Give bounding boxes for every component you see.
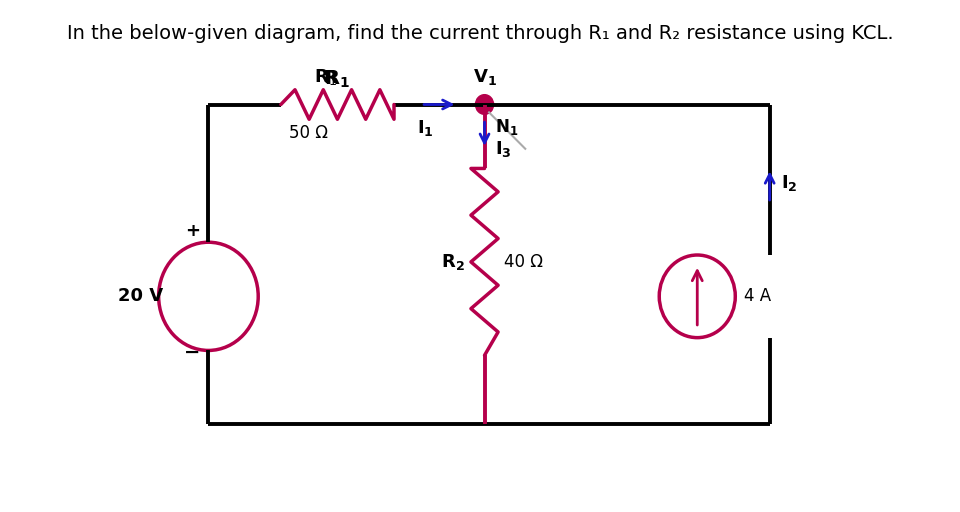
Text: $\mathbf{I_3}$: $\mathbf{I_3}$: [495, 139, 512, 159]
Circle shape: [475, 95, 493, 114]
Text: 20 V: 20 V: [118, 287, 163, 305]
Text: +: +: [184, 222, 200, 240]
Text: $\mathbf{N_1}$: $\mathbf{N_1}$: [495, 117, 518, 137]
Text: R: R: [324, 69, 337, 87]
Text: $\mathbf{R_2}$: $\mathbf{R_2}$: [441, 252, 465, 272]
Text: $\mathbf{I_1}$: $\mathbf{I_1}$: [418, 118, 434, 138]
Text: 4 A: 4 A: [744, 287, 772, 305]
Text: In the below-given diagram, find the current through R₁ and R₂ resistance using : In the below-given diagram, find the cur…: [66, 24, 894, 43]
Text: $\mathbf{R_1}$: $\mathbf{R_1}$: [324, 69, 349, 90]
Text: 50 Ω: 50 Ω: [289, 124, 327, 142]
Text: R$_1$: R$_1$: [314, 67, 337, 87]
Text: $\mathbf{V_1}$: $\mathbf{V_1}$: [472, 67, 496, 87]
Text: $\mathbf{I_2}$: $\mathbf{I_2}$: [780, 173, 797, 193]
Text: 40 Ω: 40 Ω: [504, 253, 543, 271]
Text: −: −: [184, 343, 201, 362]
